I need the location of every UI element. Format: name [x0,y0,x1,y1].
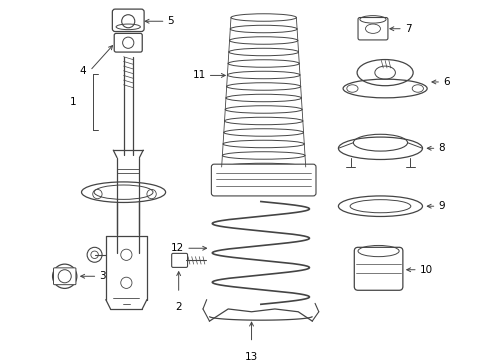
Text: 6: 6 [443,77,450,87]
Text: 5: 5 [168,16,174,26]
FancyBboxPatch shape [211,164,316,196]
Text: 8: 8 [439,143,445,153]
FancyBboxPatch shape [114,33,142,52]
Text: 11: 11 [193,71,206,80]
Text: 4: 4 [79,66,86,76]
FancyBboxPatch shape [53,268,76,285]
Text: 3: 3 [99,271,106,281]
FancyBboxPatch shape [354,247,403,290]
Text: 1: 1 [70,96,77,107]
Text: 2: 2 [175,302,182,312]
Text: 10: 10 [419,265,433,275]
FancyBboxPatch shape [112,9,144,32]
FancyBboxPatch shape [172,253,188,267]
Text: 9: 9 [439,201,445,211]
Text: 12: 12 [171,243,184,253]
FancyBboxPatch shape [358,18,388,40]
Text: 7: 7 [405,24,412,34]
Text: 13: 13 [245,352,258,360]
